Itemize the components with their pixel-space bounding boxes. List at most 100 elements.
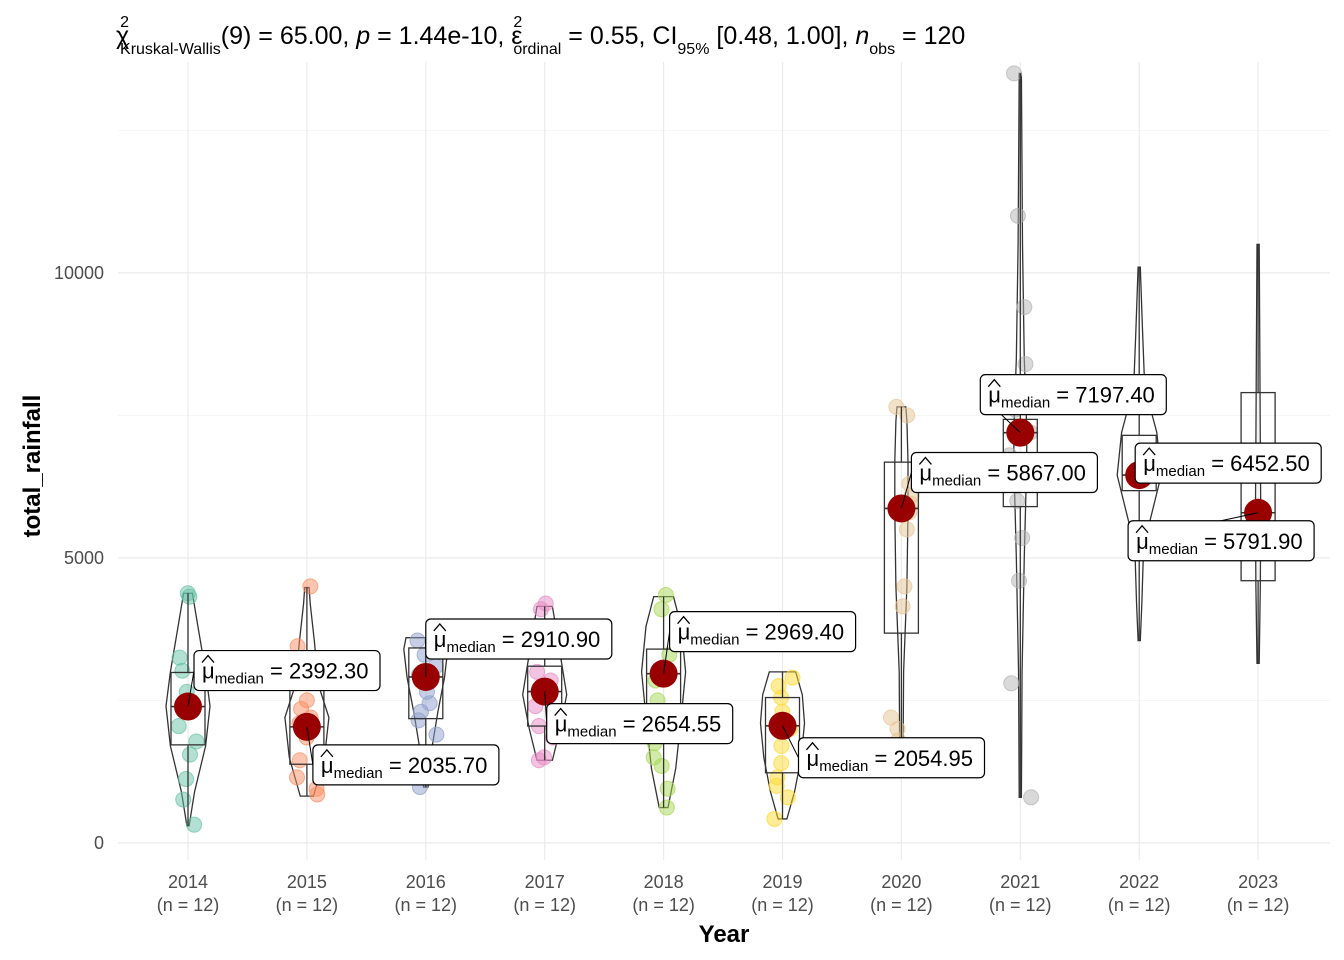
- data-point: [1006, 65, 1023, 82]
- median-label-text: μmedian = 7197.40: [988, 383, 1155, 412]
- median-label-box: [910, 451, 1099, 494]
- median-label-box: [668, 611, 857, 653]
- y-tick-label: 10000: [54, 263, 104, 283]
- chart-title: χ2 Kruskal-Wallis(9) = 65.00, p = 1.44e-1…: [116, 14, 965, 58]
- median-label-2016: μmedian = 2910.90: [425, 618, 613, 660]
- x-tick-count: (n = 12): [513, 895, 576, 915]
- data-point: [1023, 789, 1040, 806]
- group-2014: [165, 585, 211, 833]
- data-point: [1009, 492, 1026, 509]
- hat-icon: [433, 622, 447, 632]
- data-point: [1016, 299, 1033, 316]
- median-label-box: [1127, 520, 1315, 562]
- median-label-box: [979, 374, 1167, 416]
- median-label-2021: μmedian = 7197.40: [979, 374, 1167, 416]
- data-point: [658, 799, 675, 816]
- data-point: [529, 663, 546, 680]
- label-leader: [663, 631, 671, 674]
- hat-icon: [554, 707, 568, 717]
- median-label-2015: μmedian = 2035.70: [312, 744, 500, 786]
- data-point: [291, 752, 308, 769]
- median-label-text: μmedian = 5867.00: [919, 460, 1086, 489]
- x-tick-label: 2021: [1000, 872, 1040, 892]
- y-tick-label: 0: [94, 833, 104, 853]
- data-point: [428, 726, 445, 743]
- data-point: [532, 601, 549, 618]
- data-point: [894, 598, 911, 615]
- data-point: [1009, 207, 1026, 224]
- data-point: [309, 786, 326, 803]
- x-tick-label: 2019: [762, 872, 802, 892]
- data-point: [899, 407, 916, 424]
- x-tick-label: 2016: [406, 872, 446, 892]
- median-label-text: μmedian = 2910.90: [434, 627, 601, 656]
- x-tick-label: 2014: [168, 872, 208, 892]
- x-tick-count: (n = 12): [870, 895, 933, 915]
- data-point: [657, 586, 674, 603]
- label-leader: [187, 670, 195, 707]
- data-point: [779, 789, 796, 806]
- x-tick-label: 2023: [1238, 872, 1278, 892]
- data-point: [784, 669, 801, 686]
- median-label-text: μmedian = 2392.30: [202, 659, 369, 688]
- data-point: [896, 578, 913, 595]
- hat-icon: [987, 378, 1001, 388]
- median-label-2023: μmedian = 5791.90: [1127, 520, 1315, 562]
- data-point: [302, 578, 319, 595]
- x-tick-count: (n = 12): [276, 895, 339, 915]
- violin: [1116, 266, 1162, 642]
- median-label-text: μmedian = 6452.50: [1143, 451, 1310, 480]
- data-point: [289, 769, 306, 786]
- x-tick-count: (n = 12): [1108, 895, 1171, 915]
- x-axis-ticks: 2014 (n = 12) 2015 (n = 12) 2016 (n = 12) 2017…: [157, 872, 1290, 915]
- y-axis-title: total_rainfall: [19, 395, 46, 538]
- median-labels: μmedian = 2392.30 μmedian = 2035.70 μmedia…: [187, 374, 1322, 786]
- data-point: [1017, 356, 1034, 373]
- x-tick-label: 2018: [644, 872, 684, 892]
- data-point: [1014, 529, 1031, 546]
- hat-icon: [201, 654, 215, 663]
- data-point: [1003, 675, 1020, 692]
- median-label-box: [193, 649, 381, 692]
- x-tick-count: (n = 12): [1227, 895, 1290, 915]
- median-label-text: μmedian = 2054.95: [807, 746, 974, 775]
- median-label-text: μmedian = 2969.40: [678, 620, 845, 649]
- data-point: [659, 780, 676, 797]
- data-point: [766, 810, 783, 827]
- median-label-box: [1134, 442, 1322, 484]
- median-label-box: [312, 744, 500, 786]
- data-point: [174, 662, 191, 679]
- group-2019: [759, 669, 806, 827]
- median-label-box: [797, 737, 986, 779]
- hat-icon: [918, 456, 932, 465]
- y-tick-label: 5000: [64, 548, 104, 568]
- data-point: [653, 601, 670, 618]
- data-point: [768, 777, 785, 794]
- median-label-2022: μmedian = 6452.50: [1134, 442, 1322, 484]
- group-2020: [882, 398, 920, 749]
- box: [764, 696, 801, 774]
- x-tick-label: 2022: [1119, 872, 1159, 892]
- data-point: [1011, 572, 1028, 589]
- data-point: [888, 398, 905, 415]
- median-label-2014: μmedian = 2392.30: [193, 649, 381, 692]
- label-leader: [306, 726, 314, 765]
- label-leader: [900, 472, 912, 509]
- median-label-box: [425, 618, 613, 660]
- data-point: [181, 746, 198, 763]
- data-point: [530, 752, 547, 769]
- median-label-text: μmedian = 5791.90: [1136, 529, 1303, 558]
- data-point: [186, 816, 203, 833]
- hat-icon: [320, 748, 334, 758]
- median-label-2018: μmedian = 2969.40: [668, 611, 857, 653]
- x-tick-count: (n = 12): [632, 895, 695, 915]
- median-label-text: μmedian = 2654.55: [555, 712, 722, 741]
- data-point: [175, 791, 192, 808]
- data-point: [653, 757, 670, 774]
- box: [527, 665, 563, 727]
- median-label-text: μmedian = 2035.70: [321, 753, 488, 782]
- median-label-2017: μmedian = 2654.55: [546, 702, 734, 745]
- x-tick-count: (n = 12): [989, 895, 1052, 915]
- x-tick-label: 2015: [287, 872, 327, 892]
- x-axis-title: Year: [699, 921, 750, 948]
